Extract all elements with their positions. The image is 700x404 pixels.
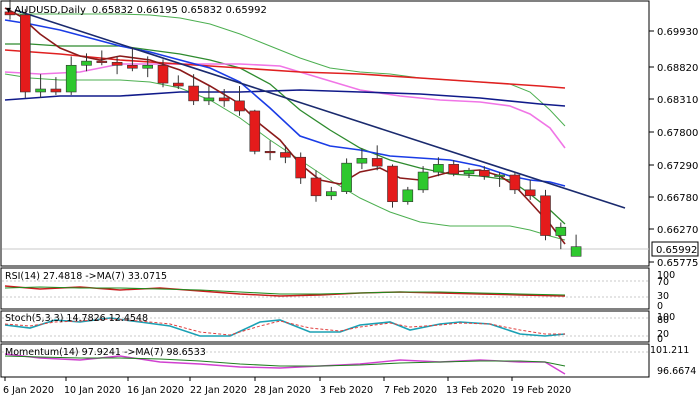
- rsi-scale-0: 0: [657, 301, 663, 312]
- date-label-5: 28 Jan 2020: [254, 385, 311, 396]
- sma-red-long: [4, 49, 566, 89]
- rsi-scale-100: 100: [657, 270, 675, 281]
- bearish-candle[interactable]: [295, 156, 307, 179]
- bearish-candle[interactable]: [19, 14, 31, 93]
- momentum-scale-low: 96.6674: [657, 366, 696, 377]
- momentum-panel-content: Momentum(14) 97.9241 ->MA(7) 98.6533 101…: [2, 345, 696, 377]
- price-label-6: 0.66780: [657, 193, 698, 204]
- date-label-2: 10 Jan 2020: [64, 385, 121, 396]
- bullish-candle[interactable]: [570, 246, 582, 257]
- bearish-candle[interactable]: [264, 150, 276, 154]
- rsi-scale-30: 30: [657, 291, 669, 302]
- symbol-icon: ▾: [6, 5, 14, 16]
- bearish-candle[interactable]: [234, 100, 245, 112]
- price-label-3: 0.68310: [657, 95, 698, 106]
- chart-symbol: ▾ AUDUSD,Daily 0.65832 0.66195 0.65832 0.…: [6, 5, 267, 16]
- bearish-candle[interactable]: [478, 169, 490, 177]
- bullish-candle[interactable]: [356, 158, 368, 164]
- rsi-ma-line: [4, 286, 566, 296]
- date-label-9: 19 Feb 2020: [512, 385, 571, 396]
- date-label-3: 16 Jan 2020: [127, 385, 184, 396]
- bullish-candle[interactable]: [142, 64, 153, 69]
- rsi-label: RSI(14) 27.4818 ->MA(7) 33.0715: [5, 271, 167, 282]
- bullish-candle[interactable]: [81, 60, 92, 66]
- stoch-panel-content: Stoch(5,3,3) 14.7826 12.4548 100 80 20 0: [2, 312, 675, 345]
- bearish-candle[interactable]: [50, 88, 62, 93]
- stoch-scale-0: 0: [657, 334, 663, 345]
- bullish-candle[interactable]: [417, 171, 429, 191]
- price-label-7: 0.66270: [657, 225, 698, 236]
- date-label-1: 6 Jan 2020: [3, 385, 54, 396]
- bullish-candle[interactable]: [65, 64, 77, 93]
- bearish-candle[interactable]: [157, 64, 169, 84]
- date-label-8: 13 Feb 2020: [446, 385, 505, 396]
- momentum-label: Momentum(14) 97.9241 ->MA(7) 98.6533: [5, 347, 206, 358]
- bearish-candle[interactable]: [96, 60, 108, 63]
- rsi-panel-content: RSI(14) 27.4818 ->MA(7) 33.0715 100 70 3…: [2, 270, 675, 312]
- momentum-ma-line: [4, 355, 566, 367]
- bearish-candle[interactable]: [540, 195, 551, 236]
- stoch-scale-20: 20: [657, 329, 669, 340]
- bearish-candle[interactable]: [249, 110, 261, 152]
- bullish-candle[interactable]: [555, 226, 567, 236]
- bearish-candle[interactable]: [188, 85, 199, 102]
- bullish-candle[interactable]: [325, 191, 337, 197]
- bearish-candle[interactable]: [524, 189, 536, 197]
- sma-navy-long: [4, 89, 566, 107]
- bearish-candle[interactable]: [4, 11, 16, 16]
- ohlc-values: 0.65832 0.66195 0.65832 0.65992: [92, 5, 267, 16]
- price-label-5: 0.67290: [657, 161, 698, 172]
- date-label-7: 7 Feb 2020: [384, 385, 437, 396]
- momentum-scale-high: 101.211: [650, 345, 689, 356]
- bullish-candle[interactable]: [463, 169, 475, 175]
- price-candles[interactable]: [4, 0, 582, 257]
- price-label-4: 0.67800: [657, 128, 698, 139]
- stoch-label: Stoch(5,3,3) 14.7826 12.4548: [5, 313, 148, 324]
- bearish-candle[interactable]: [127, 64, 138, 69]
- bearish-candle[interactable]: [310, 177, 322, 197]
- price-label-1: 0.69930: [657, 27, 698, 38]
- price-axis: 0.69930 0.68820 0.68310 0.67800 0.67290 …: [649, 27, 698, 269]
- bearish-candle[interactable]: [173, 82, 184, 87]
- date-label-6: 3 Feb 2020: [320, 385, 373, 396]
- momentum-panel[interactable]: [0, 343, 650, 378]
- bearish-candle[interactable]: [509, 174, 521, 191]
- bearish-candle[interactable]: [111, 62, 123, 66]
- stochastic-panel[interactable]: [0, 310, 650, 343]
- date-label-4: 22 Jan 2020: [190, 385, 247, 396]
- symbol-timeframe: AUDUSD,Daily: [14, 5, 86, 16]
- stoch-scale-80: 80: [657, 315, 669, 326]
- current-price-value: 0.65992: [656, 245, 697, 256]
- stoch-signal-line: [4, 318, 565, 336]
- price-label-8: 0.65775: [657, 258, 698, 269]
- stoch-scale-100: 100: [657, 312, 675, 323]
- current-price-tag: [651, 241, 699, 257]
- bearish-candle[interactable]: [448, 164, 460, 175]
- bullish-candle[interactable]: [203, 97, 215, 102]
- price-label-2: 0.68820: [657, 63, 698, 74]
- bullish-candle[interactable]: [341, 162, 352, 192]
- bearish-candle[interactable]: [371, 158, 383, 167]
- bearish-candle[interactable]: [387, 165, 398, 203]
- bullish-candle[interactable]: [433, 164, 444, 173]
- sma-magenta: [4, 63, 566, 149]
- trendline: [14, 9, 626, 209]
- bearish-candle[interactable]: [218, 97, 230, 102]
- bullish-candle[interactable]: [402, 189, 414, 203]
- bearish-candle[interactable]: [280, 152, 291, 158]
- bullish-candle[interactable]: [494, 174, 505, 177]
- date-axis: 6 Jan 2020 10 Jan 2020 16 Jan 2020 22 Ja…: [3, 377, 571, 396]
- rsi-scale-70: 70: [657, 277, 669, 288]
- bullish-candle[interactable]: [35, 88, 46, 93]
